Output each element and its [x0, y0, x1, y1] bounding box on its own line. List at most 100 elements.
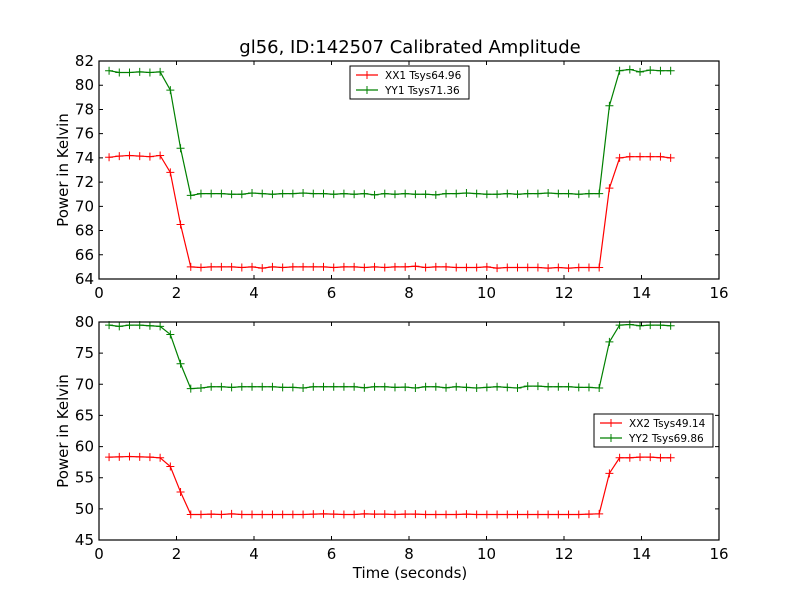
bottom-data-point	[656, 453, 665, 462]
top-data-point	[595, 189, 604, 198]
top-data-point	[196, 263, 205, 272]
top-data-point	[442, 189, 451, 198]
bottom-x-tick-label: 6	[327, 545, 337, 563]
top-data-point	[278, 263, 287, 272]
top-data-point	[554, 189, 563, 198]
bottom-data-point	[493, 382, 502, 391]
bottom-data-point	[503, 383, 512, 392]
top-data-point	[115, 152, 124, 161]
bottom-data-point	[401, 383, 410, 392]
top-series-line-0	[109, 154, 671, 269]
bottom-data-point	[370, 382, 379, 391]
top-data-point	[299, 262, 308, 271]
bottom-data-point	[513, 384, 522, 393]
bottom-data-point	[217, 382, 226, 391]
bottom-data-point	[125, 452, 134, 461]
bottom-data-point	[329, 382, 338, 391]
top-data-point	[186, 262, 195, 271]
top-data-point	[299, 189, 308, 198]
top-data-point	[625, 152, 634, 161]
bottom-data-point	[350, 510, 359, 519]
top-data-point	[605, 101, 614, 110]
top-data-point	[248, 189, 257, 198]
top-data-point	[493, 264, 502, 273]
bottom-y-tick-label: 65	[75, 406, 94, 424]
bottom-data-point	[482, 510, 491, 519]
top-data-point	[207, 189, 216, 198]
bottom-data-point	[595, 384, 604, 393]
bottom-data-point	[554, 382, 563, 391]
top-data-point	[258, 264, 267, 273]
bottom-data-point	[156, 322, 165, 331]
top-data-point	[636, 152, 645, 161]
top-data-point	[431, 190, 440, 199]
top-data-point	[329, 263, 338, 272]
top-data-point	[135, 67, 144, 76]
bottom-x-tick-label: 16	[709, 545, 728, 563]
top-data-point	[656, 152, 665, 161]
bottom-data-point	[309, 382, 318, 391]
bottom-y-tick-label: 80	[75, 313, 94, 331]
top-data-point	[411, 190, 420, 199]
top-data-point	[227, 190, 236, 199]
bottom-data-point	[380, 510, 389, 519]
top-data-point	[186, 191, 195, 200]
bottom-data-point	[401, 510, 410, 519]
top-x-tick-label: 6	[327, 284, 337, 302]
bottom-data-point	[574, 383, 583, 392]
top-data-point	[329, 190, 338, 199]
bottom-data-point	[278, 510, 287, 519]
top-data-point	[452, 189, 461, 198]
top-data-point	[666, 66, 675, 75]
top-legend-box	[349, 65, 470, 100]
bottom-x-tick-label: 14	[632, 545, 651, 563]
bottom-data-point	[482, 383, 491, 392]
top-data-point	[350, 190, 359, 199]
bottom-data-point	[462, 383, 471, 392]
top-data-point	[360, 263, 369, 272]
bottom-data-point	[544, 510, 553, 519]
top-data-point	[564, 189, 573, 198]
bottom-data-point	[493, 510, 502, 519]
bottom-legend-label: XX2 Tsys49.14	[629, 418, 706, 430]
bottom-series-line-1	[109, 323, 671, 390]
top-data-point	[513, 190, 522, 199]
top-data-point	[319, 262, 328, 271]
top-data-point	[401, 189, 410, 198]
top-y-tick-label: 74	[75, 149, 94, 167]
bottom-data-point	[258, 510, 267, 519]
bottom-data-point	[472, 510, 481, 519]
bottom-data-point	[472, 384, 481, 393]
bottom-data-point	[186, 510, 195, 519]
bottom-data-point	[564, 382, 573, 391]
bottom-data-point	[135, 452, 144, 461]
bottom-data-point	[360, 383, 369, 392]
top-data-point	[380, 263, 389, 272]
top-data-point	[442, 262, 451, 271]
bottom-data-point	[462, 510, 471, 519]
bottom-data-point	[533, 382, 542, 391]
bottom-data-point	[299, 510, 308, 519]
top-data-point	[615, 66, 624, 75]
top-data-point	[472, 263, 481, 272]
top-data-point	[105, 153, 114, 162]
top-data-point	[217, 262, 226, 271]
bottom-data-point	[288, 510, 297, 519]
top-data-point	[125, 68, 134, 77]
bottom-legend-marker	[607, 419, 615, 427]
bottom-legend-marker	[607, 434, 615, 442]
bottom-data-point	[390, 510, 399, 519]
top-x-tick-label: 8	[404, 284, 414, 302]
top-data-point	[605, 184, 614, 193]
top-y-tick-label: 68	[75, 222, 94, 240]
bottom-data-point	[574, 510, 583, 519]
bottom-data-point	[390, 383, 399, 392]
bottom-data-point	[666, 453, 675, 462]
bottom-y-tick-label: 70	[75, 375, 94, 393]
bottom-data-point	[350, 382, 359, 391]
bottom-data-point	[452, 382, 461, 391]
bottom-data-point	[615, 453, 624, 462]
bottom-data-point	[237, 382, 246, 391]
top-y-axis-label: Power in Kelvin	[54, 113, 72, 227]
